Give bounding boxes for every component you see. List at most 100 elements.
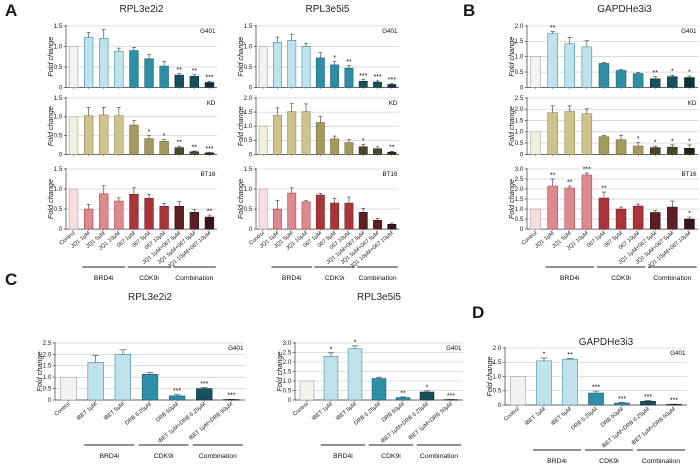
- svg-text:3.0: 3.0: [515, 166, 524, 173]
- svg-text:**: **: [550, 172, 556, 179]
- svg-text:0.5: 0.5: [515, 140, 524, 147]
- svg-text:Fold change: Fold change: [236, 179, 245, 219]
- svg-text:**: **: [567, 179, 573, 186]
- svg-text:0.5: 0.5: [244, 137, 253, 144]
- svg-text:CDK9i: CDK9i: [139, 275, 159, 282]
- svg-text:2.0: 2.0: [283, 359, 292, 366]
- svg-text:0: 0: [249, 226, 253, 233]
- svg-text:Combination: Combination: [175, 275, 213, 282]
- svg-text:1.5: 1.5: [244, 109, 253, 116]
- svg-text:1.0: 1.0: [515, 129, 524, 136]
- svg-text:0: 0: [520, 152, 524, 159]
- svg-text:0.5: 0.5: [43, 386, 52, 393]
- svg-text:***: ***: [388, 78, 396, 85]
- svg-text:BT16: BT16: [382, 171, 398, 178]
- svg-text:Fold change: Fold change: [46, 106, 55, 146]
- svg-text:***: ***: [670, 398, 678, 405]
- svg-text:2.0: 2.0: [515, 23, 524, 30]
- svg-text:2.0: 2.0: [244, 95, 253, 102]
- svg-text:*: *: [354, 339, 357, 346]
- svg-text:1.0: 1.0: [493, 373, 502, 380]
- svg-text:0.5: 0.5: [283, 387, 292, 394]
- svg-text:BRD4i: BRD4i: [99, 453, 119, 460]
- svg-text:Combination: Combination: [358, 275, 396, 282]
- svg-text:0.5: 0.5: [493, 388, 502, 395]
- svg-text:**: **: [177, 140, 183, 147]
- svg-text:*: *: [362, 138, 365, 145]
- svg-text:CDK9i: CDK9i: [599, 458, 619, 465]
- svg-text:*: *: [330, 346, 333, 353]
- svg-text:1.5: 1.5: [244, 23, 253, 30]
- svg-text:G401: G401: [200, 28, 216, 35]
- svg-text:DRB 50µM: DRB 50µM: [600, 406, 625, 428]
- svg-text:**: **: [346, 59, 352, 66]
- svg-text:iBET 1µM: iBET 1µM: [311, 401, 334, 422]
- svg-text:iBET 5µM: iBET 5µM: [103, 401, 126, 422]
- svg-text:iBET 1µM: iBET 1µM: [524, 406, 547, 427]
- svg-text:Fold change: Fold change: [275, 351, 284, 391]
- svg-text:CDK9i: CDK9i: [381, 453, 401, 460]
- svg-text:1.5: 1.5: [283, 368, 292, 375]
- svg-text:*: *: [333, 55, 336, 62]
- svg-text:Fold change: Fold change: [236, 106, 245, 146]
- svg-text:*: *: [671, 69, 674, 76]
- svg-text:2.0: 2.0: [515, 186, 524, 193]
- svg-text:1.5: 1.5: [54, 95, 63, 102]
- svg-text:0: 0: [498, 402, 502, 409]
- svg-text:2.5: 2.5: [283, 349, 292, 356]
- svg-text:Combination: Combination: [653, 275, 691, 282]
- svg-text:DRB 6.25µM: DRB 6.25µM: [570, 406, 599, 431]
- svg-text:Fold change: Fold change: [507, 106, 516, 146]
- svg-text:BT16: BT16: [200, 171, 216, 178]
- svg-text:Control: Control: [54, 401, 72, 417]
- svg-text:*: *: [671, 139, 674, 146]
- svg-text:1.5: 1.5: [515, 118, 524, 125]
- svg-text:Combination: Combination: [420, 453, 458, 460]
- svg-text:1.5: 1.5: [43, 363, 52, 370]
- svg-text:***: ***: [373, 75, 381, 82]
- svg-text:Control: Control: [503, 406, 521, 422]
- svg-text:***: ***: [644, 394, 652, 401]
- svg-text:***: ***: [205, 75, 213, 82]
- svg-text:BRD4i: BRD4i: [333, 453, 353, 460]
- svg-text:iBET 1µM+DRB 6.25µM: iBET 1µM+DRB 6.25µM: [380, 401, 430, 444]
- svg-text:CDK9i: CDK9i: [611, 275, 631, 282]
- svg-text:CDK9i: CDK9i: [154, 453, 174, 460]
- svg-text:2.0: 2.0: [515, 106, 524, 113]
- svg-text:iBET 5µM: iBET 5µM: [335, 401, 358, 422]
- svg-text:BT16: BT16: [681, 171, 697, 178]
- svg-text:**: **: [567, 352, 573, 359]
- svg-text:*: *: [148, 129, 151, 136]
- svg-text:0.5: 0.5: [54, 64, 63, 71]
- svg-text:0: 0: [59, 226, 63, 233]
- svg-text:Combination: Combination: [642, 458, 680, 465]
- svg-text:0.5: 0.5: [515, 216, 524, 223]
- svg-text:**: **: [207, 208, 213, 215]
- svg-text:2.0: 2.0: [43, 351, 52, 358]
- svg-text:G401: G401: [382, 28, 398, 35]
- svg-text:G401: G401: [681, 28, 697, 35]
- svg-text:KD: KD: [688, 100, 697, 107]
- svg-text:0.5: 0.5: [244, 64, 253, 71]
- svg-text:G401: G401: [228, 345, 244, 352]
- svg-text:1.0: 1.0: [244, 186, 253, 193]
- svg-text:***: ***: [205, 146, 213, 153]
- svg-text:KD: KD: [207, 100, 216, 107]
- svg-text:***: ***: [200, 381, 208, 388]
- svg-text:***: ***: [173, 388, 181, 395]
- svg-text:BRD4i: BRD4i: [94, 275, 114, 282]
- svg-text:Combination: Combination: [199, 453, 237, 460]
- svg-text:iBET 5µM: iBET 5µM: [550, 406, 573, 427]
- svg-text:*: *: [654, 140, 657, 147]
- svg-text:1.0: 1.0: [54, 44, 63, 51]
- svg-text:1.0: 1.0: [43, 374, 52, 381]
- svg-text:***: ***: [359, 73, 367, 80]
- svg-text:0.5: 0.5: [54, 133, 63, 140]
- svg-text:**: **: [177, 67, 183, 74]
- svg-text:1.5: 1.5: [515, 196, 524, 203]
- svg-text:**: **: [400, 390, 406, 397]
- svg-text:*: *: [543, 351, 546, 358]
- svg-text:***: ***: [618, 396, 626, 403]
- svg-text:*: *: [688, 70, 691, 77]
- svg-text:Fold change: Fold change: [236, 37, 245, 77]
